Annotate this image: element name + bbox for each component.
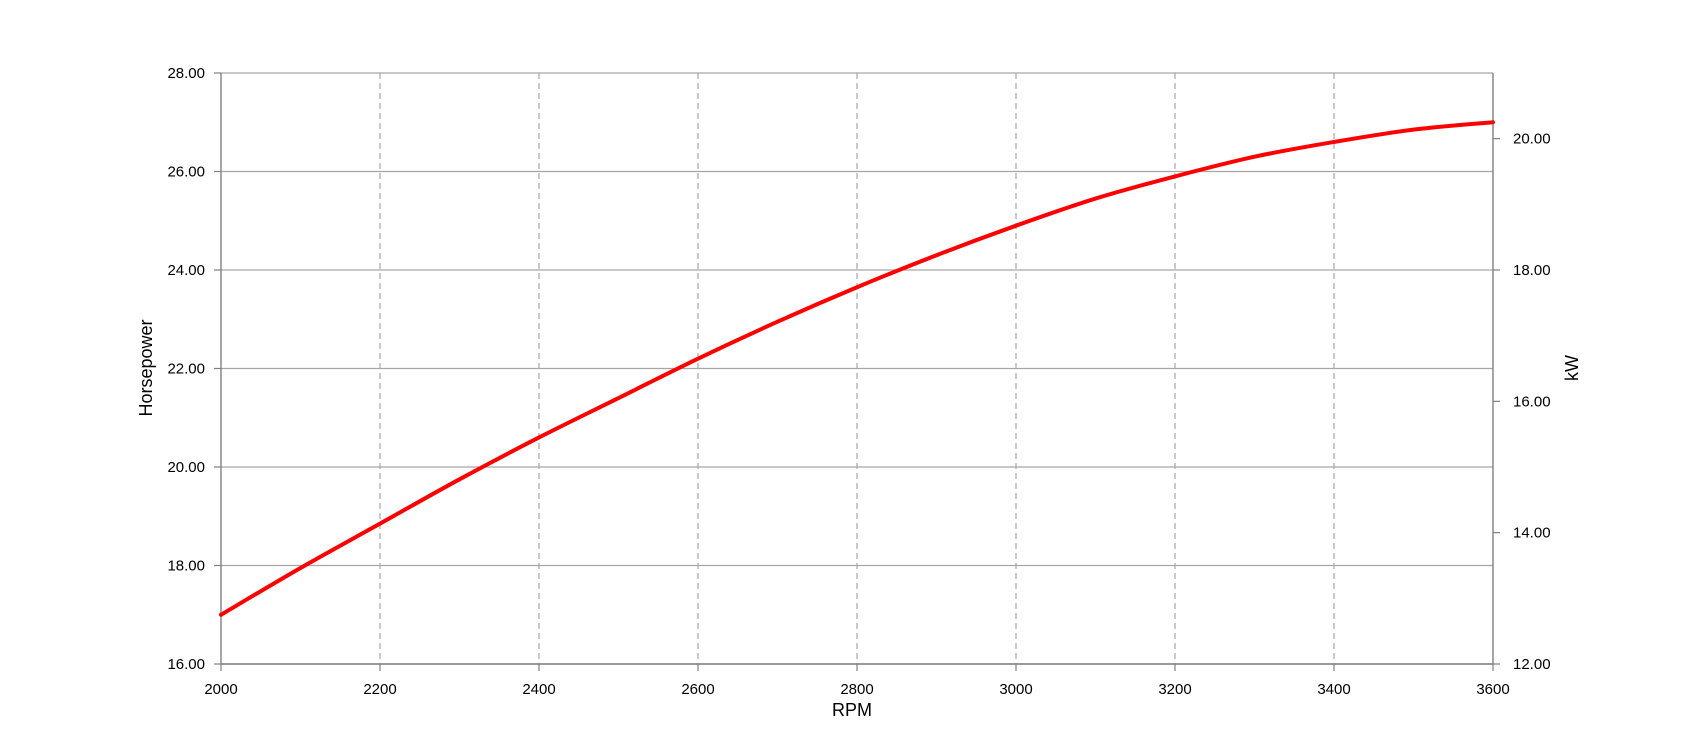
y2-tick-label: 14.00 <box>1513 525 1551 542</box>
x-tick-label: 2200 <box>363 681 396 698</box>
vertical-gridlines <box>379 73 1335 664</box>
y-tick-label: 16.00 <box>167 656 205 673</box>
y-tick-label: 20.00 <box>167 459 205 476</box>
x-tick-label: 3000 <box>999 681 1032 698</box>
x-tick-labels: 2000 2200 2400 2600 2800 3000 3200 3400 3600 <box>204 681 1509 698</box>
y2-tick-label: 16.00 <box>1513 393 1551 410</box>
x-axis-title: RPM <box>832 700 872 720</box>
y2-tick-label: 12.00 <box>1513 656 1551 673</box>
x-tick-label: 3200 <box>1158 681 1191 698</box>
y-tick-label: 26.00 <box>167 164 205 181</box>
y2-tick-label: 18.00 <box>1513 262 1551 279</box>
x-tick-label: 2600 <box>681 681 714 698</box>
x-tick-label: 2800 <box>840 681 873 698</box>
y2-axis-title: kW <box>1562 355 1582 381</box>
series-line <box>219 120 1495 617</box>
y2-tick-labels: 12.00 14.00 16.00 18.00 20.00 <box>1513 131 1551 673</box>
y-tick-label: 28.00 <box>167 65 205 82</box>
y2-tick-label: 20.00 <box>1513 131 1551 148</box>
axes <box>214 72 1500 671</box>
x-tick-label: 3400 <box>1317 681 1350 698</box>
y-tick-label: 22.00 <box>167 361 205 378</box>
x-tick-label: 2400 <box>522 681 555 698</box>
series-layer <box>219 120 1495 617</box>
y-tick-label: 24.00 <box>167 262 205 279</box>
y-axis-title: Horsepower <box>136 319 156 416</box>
x-tick-label: 3600 <box>1476 681 1509 698</box>
x-tick-label: 2000 <box>204 681 237 698</box>
y-tick-label: 18.00 <box>167 558 205 575</box>
y-tick-labels: 16.00 18.00 20.00 22.00 24.00 26.00 28.00 <box>167 65 205 673</box>
